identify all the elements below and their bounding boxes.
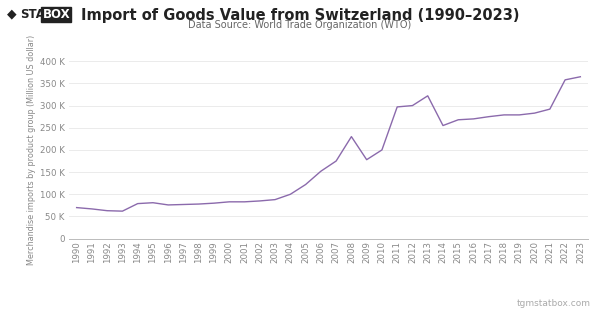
Y-axis label: Merchandise imports by product group (Million US dollar): Merchandise imports by product group (Mi…: [27, 35, 36, 265]
Switzerland: [516, 113, 523, 117]
Switzerland: [149, 201, 157, 205]
Switzerland: [88, 207, 95, 211]
Switzerland: [470, 117, 477, 121]
Switzerland: [73, 206, 80, 209]
Switzerland: [379, 148, 386, 152]
Text: Data Source: World Trade Organization (WTO): Data Source: World Trade Organization (W…: [188, 20, 412, 30]
Switzerland: [500, 113, 508, 117]
Text: STAT: STAT: [20, 8, 52, 21]
Switzerland: [241, 200, 248, 204]
Switzerland: [164, 203, 172, 207]
Switzerland: [332, 159, 340, 163]
Switzerland: [271, 198, 278, 202]
Switzerland: [424, 94, 431, 98]
Switzerland: [211, 201, 218, 205]
Switzerland: [226, 200, 233, 204]
Text: ◆: ◆: [7, 8, 17, 21]
Switzerland: [180, 203, 187, 206]
Switzerland: [104, 209, 111, 213]
Line: Switzerland: Switzerland: [77, 77, 580, 211]
Switzerland: [546, 107, 553, 111]
Text: BOX: BOX: [43, 8, 70, 21]
Text: Import of Goods Value from Switzerland (1990–2023): Import of Goods Value from Switzerland (…: [81, 8, 519, 23]
Switzerland: [363, 158, 370, 162]
Switzerland: [195, 202, 202, 206]
Switzerland: [394, 105, 401, 109]
Switzerland: [317, 169, 325, 173]
Switzerland: [531, 111, 538, 115]
Text: tgmstatbox.com: tgmstatbox.com: [517, 299, 591, 308]
Switzerland: [302, 183, 309, 187]
Switzerland: [562, 78, 569, 82]
Switzerland: [134, 202, 141, 205]
Switzerland: [577, 75, 584, 78]
Switzerland: [409, 104, 416, 107]
Switzerland: [348, 135, 355, 138]
Switzerland: [455, 118, 462, 122]
Switzerland: [256, 199, 263, 203]
Switzerland: [485, 115, 493, 119]
Switzerland: [119, 209, 126, 213]
Switzerland: [439, 124, 446, 127]
Switzerland: [287, 192, 294, 196]
